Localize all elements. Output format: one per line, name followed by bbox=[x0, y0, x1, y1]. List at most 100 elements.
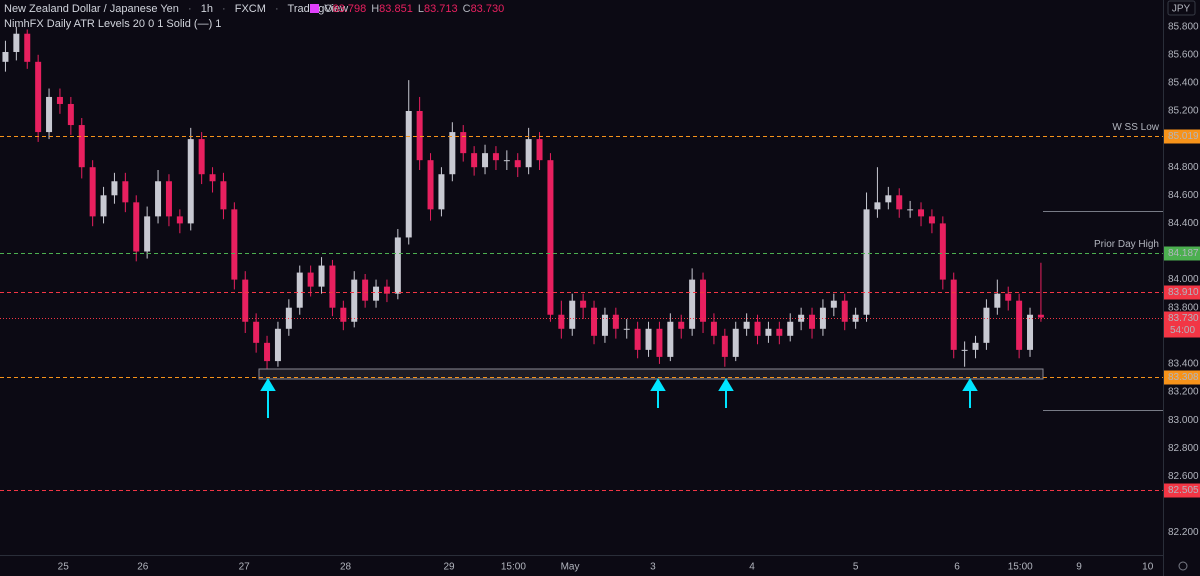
arrow-head bbox=[260, 378, 276, 391]
candle-body bbox=[1037, 314, 1044, 318]
status-icon bbox=[310, 4, 319, 13]
arrow-head bbox=[718, 378, 734, 391]
candle-body bbox=[950, 279, 957, 350]
candle-body bbox=[514, 160, 521, 168]
level-label-bg bbox=[1164, 246, 1200, 261]
level-label-bg bbox=[1164, 129, 1200, 144]
y-tick-label: 83.400 bbox=[1168, 359, 1199, 370]
level-label: 85.019 bbox=[1168, 131, 1199, 142]
candle-body bbox=[329, 265, 336, 308]
x-tick-label: 29 bbox=[444, 562, 456, 573]
candle-body bbox=[961, 349, 968, 351]
x-tick-label: 26 bbox=[137, 562, 149, 573]
candle-body bbox=[1016, 300, 1023, 350]
level-label: 84.187 bbox=[1168, 248, 1199, 259]
candle-body bbox=[318, 265, 325, 287]
candle-body bbox=[24, 33, 31, 62]
candle-body bbox=[863, 209, 870, 315]
level-label: 83.910 bbox=[1168, 287, 1199, 298]
candle-body bbox=[307, 272, 314, 287]
y-tick-label: 85.800 bbox=[1168, 21, 1199, 32]
ohlc-value: 83.798 bbox=[333, 3, 367, 15]
x-tick-label: 6 bbox=[954, 562, 960, 573]
candle-body bbox=[601, 314, 608, 336]
candle-body bbox=[187, 139, 194, 224]
x-tick-label: 4 bbox=[749, 562, 755, 573]
candle-body bbox=[972, 342, 979, 350]
candle-body bbox=[176, 216, 183, 224]
ohlc-key: C bbox=[463, 3, 471, 15]
candle-body bbox=[841, 300, 848, 322]
candle-body bbox=[340, 307, 347, 322]
candle-body bbox=[46, 96, 53, 133]
candle-body bbox=[623, 328, 630, 330]
x-tick-label: May bbox=[561, 562, 580, 573]
candle-body bbox=[144, 216, 151, 252]
candle-body bbox=[111, 181, 118, 196]
x-tick-label: 9 bbox=[1076, 562, 1082, 573]
candle-body bbox=[89, 167, 96, 217]
ohlc-value: 83.851 bbox=[379, 3, 413, 15]
interval: 1h bbox=[201, 3, 213, 15]
candle-body bbox=[612, 314, 619, 329]
candle-body bbox=[373, 286, 380, 301]
candle-body bbox=[503, 160, 510, 162]
candle-body bbox=[1027, 314, 1034, 350]
y-tick-label: 83.000 bbox=[1168, 415, 1199, 426]
plot bbox=[2, 26, 1044, 370]
candle-body bbox=[231, 209, 238, 280]
candle-body bbox=[667, 321, 674, 357]
candle-body bbox=[743, 321, 750, 329]
candle-body bbox=[754, 321, 761, 336]
candle-body bbox=[405, 111, 412, 238]
candle-body bbox=[776, 328, 783, 336]
y-tick-label: 84.000 bbox=[1168, 274, 1199, 285]
candle-body bbox=[994, 293, 1001, 308]
candle-body bbox=[700, 279, 707, 322]
level-label: 83.730 bbox=[1168, 313, 1199, 324]
candle-body bbox=[133, 202, 140, 252]
x-tick-label: 5 bbox=[853, 562, 859, 573]
candle-body bbox=[689, 279, 696, 329]
candle-body bbox=[460, 132, 467, 154]
candle-body bbox=[78, 125, 85, 168]
y-tick-label: 84.800 bbox=[1168, 162, 1199, 173]
candle-body bbox=[13, 33, 20, 52]
candle-body bbox=[394, 237, 401, 294]
level-label-bg bbox=[1164, 285, 1200, 300]
level-label: 83.308 bbox=[1168, 372, 1199, 383]
candle-body bbox=[896, 195, 903, 210]
candle-body bbox=[732, 328, 739, 357]
settings-icon[interactable] bbox=[1178, 561, 1188, 571]
support-zone bbox=[258, 368, 1044, 380]
candle-body bbox=[351, 279, 358, 322]
x-tick-label: 27 bbox=[239, 562, 251, 573]
level-label-bg bbox=[1164, 370, 1200, 385]
level-text: Prior Day High bbox=[1094, 239, 1159, 250]
level-label-bg bbox=[1164, 311, 1200, 338]
x-tick-label: 3 bbox=[650, 562, 656, 573]
candle-body bbox=[710, 321, 717, 336]
y-tick-label: 83.800 bbox=[1168, 302, 1199, 313]
sep: · bbox=[188, 3, 192, 15]
candle-body bbox=[165, 181, 172, 217]
candle-body bbox=[264, 342, 271, 362]
countdown: 54:00 bbox=[1170, 325, 1195, 336]
ohlc: O83.798 H83.851 L83.713 C83.730 bbox=[324, 3, 504, 15]
candle-body bbox=[918, 209, 925, 217]
candle-body bbox=[471, 153, 478, 168]
ohlc-value: 83.713 bbox=[424, 3, 458, 15]
candle-body bbox=[2, 51, 9, 62]
header: New Zealand Dollar / Japanese Yen · 1h ·… bbox=[4, 3, 348, 15]
candle-body bbox=[242, 279, 249, 322]
level-label: 82.505 bbox=[1168, 485, 1199, 496]
candle-body bbox=[634, 328, 641, 350]
candle-body bbox=[449, 132, 456, 175]
x-tick-label: 28 bbox=[340, 562, 352, 573]
candle-body bbox=[209, 174, 216, 182]
candle-body bbox=[678, 321, 685, 329]
candle-body bbox=[100, 195, 107, 217]
candle-body bbox=[438, 174, 445, 210]
candle-body bbox=[220, 181, 227, 210]
